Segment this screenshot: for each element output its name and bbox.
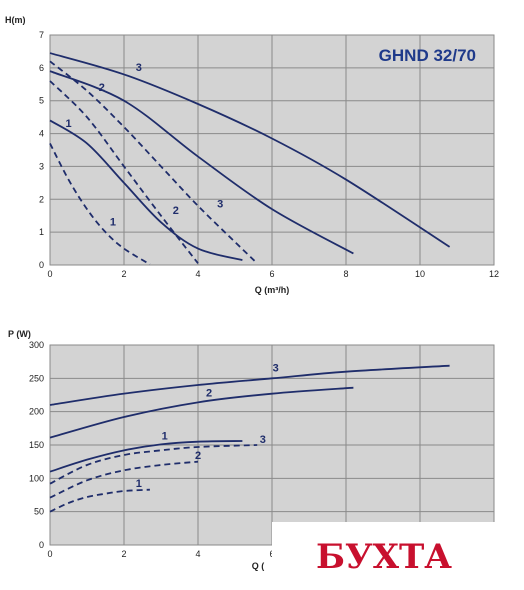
series-line-dashed-2 xyxy=(49,80,199,264)
y-tick-label: 2 xyxy=(39,194,44,204)
y-tick-label: 4 xyxy=(39,129,44,139)
x-tick-label: 4 xyxy=(195,269,200,279)
y-tick-label: 300 xyxy=(29,340,44,350)
series-line-solid-3 xyxy=(49,364,450,406)
y-tick-label: 0 xyxy=(39,260,44,270)
series-line-solid-2 xyxy=(49,70,354,255)
watermark: БУХТА xyxy=(272,522,496,587)
watermark-background xyxy=(272,522,496,587)
y-tick-label: 250 xyxy=(29,373,44,383)
y-tick-label: 150 xyxy=(29,440,44,450)
series-label: 1 xyxy=(136,478,142,490)
series-label: 3 xyxy=(260,434,266,446)
series-line-solid-1 xyxy=(49,119,243,261)
series-line-solid-1 xyxy=(49,440,243,473)
y-tick-label: 5 xyxy=(39,96,44,106)
series-label: 3 xyxy=(217,199,223,211)
series-label: 2 xyxy=(206,387,212,399)
series-line-solid-3 xyxy=(49,52,451,248)
series-label: 2 xyxy=(195,450,201,462)
series-label: 1 xyxy=(65,118,71,130)
x-tick-label: 2 xyxy=(121,549,126,559)
watermark-text: БУХТА xyxy=(316,537,452,577)
x-tick-label: 0 xyxy=(47,549,52,559)
x-tick-label: 2 xyxy=(121,269,126,279)
y-tick-label: 3 xyxy=(39,161,44,171)
series-line-dashed-3 xyxy=(49,60,258,265)
series-label: 1 xyxy=(162,431,168,443)
x-tick-label: 4 xyxy=(195,549,200,559)
y-tick-label: 7 xyxy=(39,30,44,40)
series-label: 1 xyxy=(110,217,116,229)
x-axis-label: Q ( xyxy=(252,561,265,571)
y-tick-label: 50 xyxy=(34,507,44,517)
y-axis-label: H(m) xyxy=(5,15,26,25)
y-tick-label: 1 xyxy=(39,227,44,237)
x-tick-label: 8 xyxy=(343,269,348,279)
x-tick-label: 0 xyxy=(47,269,52,279)
x-tick-label: 6 xyxy=(269,269,274,279)
series-label: 2 xyxy=(173,205,179,217)
x-axis-label: Q (m³/h) xyxy=(255,285,290,295)
x-tick-label: 12 xyxy=(489,269,499,279)
series-line-solid-2 xyxy=(49,386,354,439)
y-tick-label: 200 xyxy=(29,407,44,417)
series-label: 3 xyxy=(273,363,279,375)
y-tick-label: 100 xyxy=(29,473,44,483)
y-axis-label: P (W) xyxy=(8,329,31,339)
x-tick-label: 10 xyxy=(415,269,425,279)
series-label: 3 xyxy=(136,62,142,74)
series-label: 2 xyxy=(99,82,105,94)
y-tick-label: 6 xyxy=(39,63,44,73)
y-tick-label: 0 xyxy=(39,540,44,550)
chart-title: GHND 32/70 xyxy=(379,46,476,65)
series-line-dashed-1 xyxy=(49,143,151,266)
